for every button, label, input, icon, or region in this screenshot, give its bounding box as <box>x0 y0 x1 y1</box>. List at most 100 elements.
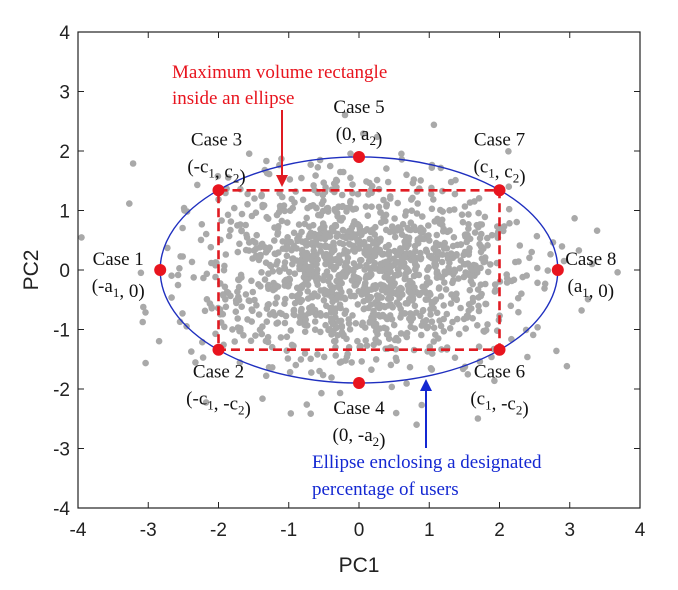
scatter-point <box>425 222 432 229</box>
x-axis-label: PC1 <box>339 554 380 577</box>
scatter-point <box>349 181 356 188</box>
scatter-point <box>298 228 305 236</box>
scatter-point <box>380 196 387 204</box>
scatter-point <box>465 221 472 228</box>
scatter-point <box>383 165 390 172</box>
scatter-point <box>456 265 464 272</box>
scatter-point <box>336 285 344 292</box>
scatter-point <box>273 211 281 219</box>
scatter-point <box>302 316 310 324</box>
scatter-point <box>273 261 280 268</box>
scatter-point <box>473 265 480 273</box>
scatter-point <box>515 308 522 316</box>
scatter-point <box>291 199 298 206</box>
scatter-point <box>318 200 326 208</box>
scatter-point <box>348 359 356 366</box>
scatter-point <box>337 217 345 224</box>
scatter-point <box>237 327 244 334</box>
scatter-point <box>376 266 384 274</box>
scatter-point <box>354 301 362 308</box>
scatter-point <box>302 276 310 283</box>
scatter-point <box>271 237 278 244</box>
scatter-point <box>181 207 188 214</box>
scatter-point <box>431 246 439 253</box>
scatter-point <box>446 325 454 332</box>
scatter-point <box>328 374 335 381</box>
scatter-point <box>368 366 375 374</box>
scatter-point <box>244 190 251 198</box>
scatter-point <box>403 333 411 341</box>
scatter-point <box>453 251 460 258</box>
scatter-point <box>436 241 443 249</box>
scatter-point <box>354 337 361 345</box>
scatter-point <box>340 168 347 176</box>
scatter-point <box>355 275 363 283</box>
scatter-point <box>307 161 315 168</box>
scatter-point <box>347 174 354 182</box>
scatter-point <box>458 211 466 218</box>
scatter-point <box>278 310 286 318</box>
case-coord-label: (-c1, c2) <box>187 156 245 187</box>
scatter-point <box>510 276 518 284</box>
scatter-point <box>231 204 238 212</box>
scatter-point <box>290 229 298 237</box>
case-coord-label: (a1, 0) <box>568 276 615 302</box>
scatter-point <box>428 318 436 326</box>
scatter-point <box>345 316 353 323</box>
scatter-point <box>253 231 260 239</box>
scatter-point <box>237 221 244 228</box>
scatter-point <box>242 291 250 298</box>
scatter-point <box>198 221 206 228</box>
scatter-point <box>481 213 489 221</box>
scatter-point <box>276 190 283 197</box>
scatter-point <box>286 268 293 276</box>
scatter-point <box>374 296 382 303</box>
scatter-point <box>451 206 458 213</box>
scatter-point <box>404 224 411 232</box>
rectangle-annotation-line1: Maximum volume rectangle <box>172 62 387 83</box>
x-tick-label: -4 <box>70 520 87 541</box>
scatter-point <box>356 229 363 237</box>
scatter-point <box>265 281 272 289</box>
scatter-point <box>291 270 299 278</box>
case-point <box>353 150 365 163</box>
scatter-point <box>249 237 257 245</box>
scatter-point <box>427 291 434 299</box>
scatter-point <box>437 322 445 330</box>
scatter-point <box>394 199 402 207</box>
scatter-point <box>351 233 359 241</box>
scatter-point <box>308 303 316 310</box>
x-tick-label: -1 <box>280 520 297 541</box>
y-tick-label: 3 <box>59 83 70 104</box>
scatter-point <box>373 176 381 184</box>
case-name-label: Case 7 <box>474 129 525 150</box>
scatter-point <box>326 326 334 333</box>
scatter-point <box>290 311 298 318</box>
scatter-point <box>524 353 531 361</box>
scatter-point <box>395 301 403 309</box>
scatter-point <box>314 256 322 263</box>
scatter-point <box>578 307 585 314</box>
scatter-point <box>406 277 414 285</box>
scatter-point <box>351 248 359 255</box>
scatter-point <box>78 234 85 241</box>
scatter-point <box>358 358 366 365</box>
scatter-point <box>378 286 386 294</box>
case-name-label: Case 5 <box>333 97 384 118</box>
scatter-point <box>430 305 437 312</box>
scatter-point <box>338 191 346 199</box>
scatter-point <box>442 286 450 293</box>
scatter-point <box>201 307 209 315</box>
scatter-point <box>281 300 288 308</box>
scatter-point <box>339 202 347 210</box>
scatter-point <box>320 353 328 361</box>
scatter-point <box>363 342 371 349</box>
scatter-point <box>208 305 216 312</box>
scatter-point <box>534 279 541 287</box>
scatter-point <box>505 205 513 213</box>
scatter-point <box>202 399 210 406</box>
scatter-point <box>438 258 446 266</box>
scatter-point <box>465 211 472 218</box>
scatter-point <box>289 255 297 262</box>
scatter-point <box>275 249 282 256</box>
